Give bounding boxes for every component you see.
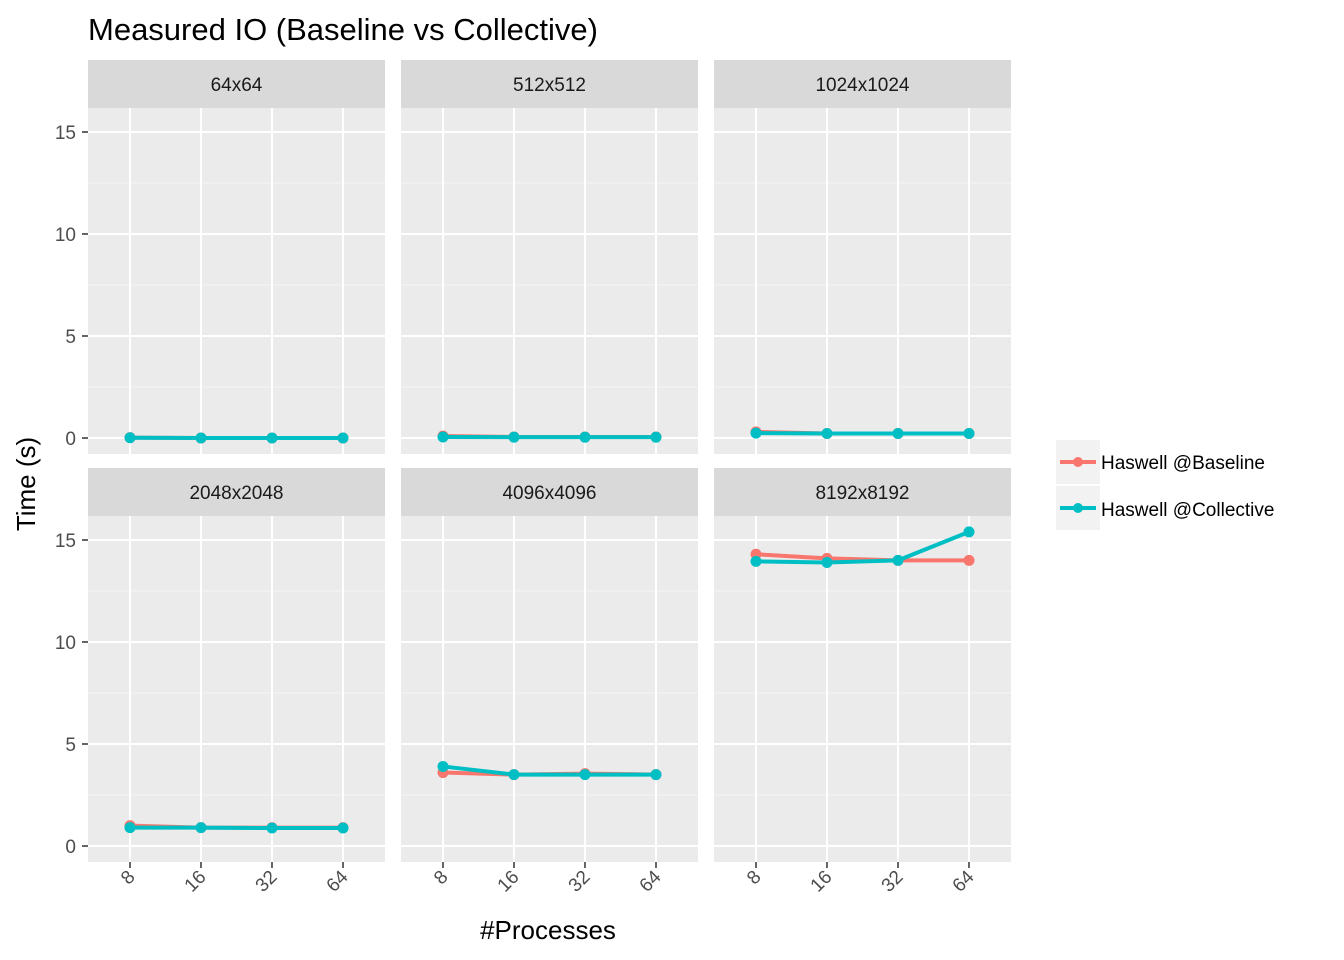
facet-8192x8192: 8192x8192 8 16 32 64 (714, 468, 1011, 896)
facet-strip (401, 60, 698, 108)
y-tick-label: 10 (55, 225, 76, 246)
facet-4096x4096: 4096x4096 8 16 32 64 (401, 468, 698, 896)
data-point-collective (337, 822, 349, 834)
x-tick-label: 8 (430, 867, 452, 889)
chart-title: Measured IO (Baseline vs Collective) (88, 12, 598, 47)
panel-background (401, 108, 698, 454)
x-tick-label: 16 (181, 867, 211, 897)
facet-strip (714, 60, 1011, 108)
facet-2048x2048: 2048x2048 0 5 10 15 8 16 32 64 (55, 468, 385, 896)
legend-key-baseline-point (1073, 457, 1083, 467)
series-line-baseline (755, 552, 969, 563)
facet-512x512: 512x512 (401, 60, 698, 454)
data-point-collective (437, 431, 449, 443)
data-point-collective (337, 432, 349, 444)
x-tick-label: 64 (949, 866, 979, 896)
x-tick-label: 16 (807, 867, 837, 897)
data-point-collective (508, 769, 520, 781)
data-point-collective (821, 428, 833, 440)
facet-strip-label: 4096x4096 (502, 483, 596, 504)
data-point-collective (579, 769, 591, 781)
data-point-collective (650, 769, 662, 781)
y-tick-label: 10 (55, 633, 76, 654)
legend-label-baseline: Haswell @Baseline (1101, 453, 1265, 474)
legend-label-collective: Haswell @Collective (1101, 500, 1274, 521)
panel-background (714, 108, 1011, 454)
data-point-collective (650, 431, 662, 443)
data-point-collective (821, 556, 833, 568)
x-tick-label: 16 (494, 867, 524, 897)
panel-background (88, 108, 385, 454)
series-line-collective (442, 764, 656, 777)
facet-strip-label: 64x64 (211, 75, 263, 96)
x-tick-label: 32 (252, 867, 282, 897)
series-line-collective (755, 529, 970, 565)
data-point-collective (750, 427, 762, 439)
data-point-collective (508, 431, 520, 443)
data-point-collective (750, 555, 762, 567)
x-tick-label: 64 (323, 866, 353, 896)
y-axis-title: Time (s) (11, 437, 41, 531)
data-point-collective (266, 432, 278, 444)
panel-background (88, 516, 385, 862)
facet-strip-label: 1024x1024 (815, 75, 909, 96)
facet-strip (401, 468, 698, 516)
y-tick-label: 15 (55, 123, 76, 144)
facet-strip (88, 468, 385, 516)
data-point-collective (963, 526, 975, 538)
legend-key-collective-point (1073, 503, 1083, 513)
facet-panels: 64x64 0 5 10 15 512x512 1024x1024 2048x2048 0 5 10… (55, 60, 1011, 896)
facet-1024x1024: 1024x1024 (714, 60, 1011, 454)
x-tick-label: 8 (117, 867, 139, 889)
data-point-collective (266, 822, 278, 834)
x-tick-label: 64 (636, 866, 666, 896)
data-point-collective (124, 822, 136, 834)
legend: Haswell @Baseline Haswell @Collective (1056, 440, 1274, 530)
data-point-collective (437, 760, 449, 772)
data-point-collective (195, 432, 207, 444)
y-tick-label: 0 (65, 429, 76, 450)
data-point-collective (195, 822, 207, 834)
data-point-baseline (963, 554, 975, 566)
facet-strip (714, 468, 1011, 516)
panel-background (401, 516, 698, 862)
data-point-collective (963, 428, 975, 440)
facet-strip (88, 60, 385, 108)
x-tick-label: 32 (565, 867, 595, 897)
y-tick-label: 0 (65, 837, 76, 858)
x-axis-title: #Processes (480, 915, 616, 945)
data-point-collective (892, 428, 904, 440)
x-tick-label: 8 (743, 867, 765, 889)
facet-strip-label: 512x512 (513, 75, 586, 96)
data-point-collective (579, 431, 591, 443)
x-tick-label: 32 (878, 867, 908, 897)
facet-strip-label: 2048x2048 (189, 483, 283, 504)
panel-background (714, 516, 1011, 862)
data-point-collective (892, 554, 904, 566)
y-tick-label: 5 (65, 327, 76, 348)
facet-64x64: 64x64 0 5 10 15 (55, 60, 385, 454)
data-point-collective (124, 432, 136, 444)
y-tick-label: 15 (55, 531, 76, 552)
facet-strip-label: 8192x8192 (815, 483, 909, 504)
y-tick-label: 5 (65, 735, 76, 756)
